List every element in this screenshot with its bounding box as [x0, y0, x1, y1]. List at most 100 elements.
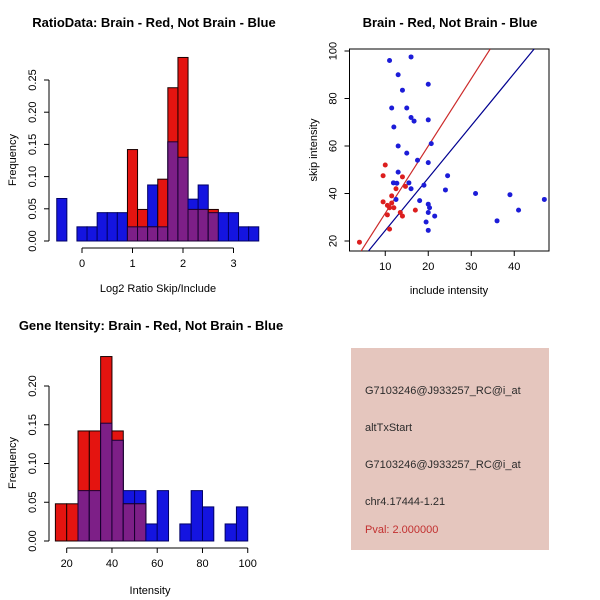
y-tick-label: 20 — [328, 235, 340, 247]
not-brain-fit-line — [368, 48, 535, 252]
scatter-point-blue — [425, 117, 431, 123]
intensity-scatter-panel: Brain - Red, Not Brain - Blue include int… — [308, 15, 550, 297]
scatter-point-blue — [415, 157, 420, 163]
ratio-histogram-panel: RatioData: Brain - Red, Not Brain - Blue… — [7, 15, 276, 295]
scatter-point-blue — [411, 118, 417, 124]
scatter-point-blue — [394, 180, 400, 186]
probe-id-line-2: G7103246@J933257_RC@i_at — [365, 459, 521, 471]
pval-line: Pval: 2.000000 — [365, 524, 439, 536]
hist-bar-blue — [248, 226, 260, 242]
hist-bar-overlap — [88, 490, 102, 542]
hist-bar-overlap — [77, 490, 90, 542]
y-tick-label: 100 — [328, 42, 340, 60]
scatter-point-blue — [432, 213, 438, 219]
x-tick-label: 20 — [61, 558, 73, 570]
x-tick-label: 20 — [422, 261, 434, 273]
y-tick-label: 0.10 — [27, 453, 39, 474]
scatter-point-red — [380, 199, 386, 205]
scatter-point-red — [387, 226, 393, 232]
x-tick-label: 40 — [508, 261, 520, 273]
hist-bar-blue — [76, 226, 88, 242]
y-tick-label: 0.20 — [27, 375, 39, 396]
hist-bar-blue — [217, 212, 229, 242]
x-axis-label: Log2 Ratio Skip/Include — [100, 283, 216, 295]
hist-bar-blue — [238, 226, 250, 242]
scatter-point-red — [389, 200, 395, 206]
scatter-point-blue — [494, 218, 500, 224]
hist-bar-overlap — [157, 226, 169, 242]
hist-bar-blue — [156, 490, 170, 542]
hist-bar-red — [66, 503, 79, 542]
scatter-point-blue — [404, 150, 410, 156]
brain-fit-line — [360, 48, 491, 252]
hist-bar-blue — [96, 212, 108, 242]
probe-id-line: G7103246@J933257_RC@i_at — [365, 385, 521, 397]
hist-bar-overlap — [207, 212, 219, 242]
scatter-point-blue — [442, 187, 448, 193]
x-axis-label: include intensity — [410, 285, 489, 297]
hist-bar-blue — [224, 523, 237, 542]
y-tick-label: 0.15 — [27, 134, 39, 155]
hist-bar-blue — [145, 523, 158, 542]
y-axis-label: skip intensity — [308, 118, 320, 181]
y-tick-label: 0.00 — [27, 230, 39, 251]
x-tick-label: 1 — [129, 258, 135, 270]
scatter-point-blue — [395, 143, 401, 149]
chart-title: RatioData: Brain - Red, Not Brain - Blue — [32, 15, 275, 30]
chart-title: Gene Itensity: Brain - Red, Not Brain - … — [19, 318, 283, 333]
scatter-point-blue — [389, 105, 395, 111]
scatter-point-blue — [425, 227, 431, 233]
hist-bar-overlap — [177, 156, 189, 242]
hist-bar-blue — [116, 212, 128, 242]
scatter-point-blue — [408, 186, 414, 192]
scatter-point-blue — [406, 180, 412, 186]
hist-bar-blue — [227, 212, 240, 242]
y-tick-label: 0.10 — [27, 166, 39, 187]
scatter-point-blue — [425, 160, 431, 166]
scatter-point-red — [389, 193, 395, 199]
hist-bar-red — [54, 503, 68, 542]
y-axis-label: Frequency — [7, 437, 19, 489]
scatter-point-blue — [391, 124, 397, 130]
scatter-point-blue — [417, 198, 423, 204]
scatter-point-blue — [399, 87, 405, 93]
hist-bar-overlap — [167, 141, 179, 242]
scatter-point-red — [399, 174, 405, 180]
y-tick-label: 0.05 — [27, 198, 39, 219]
scatter-point-blue — [428, 141, 434, 147]
info-panel: G7103246@J933257_RC@i_at altTxStart G710… — [351, 348, 549, 550]
y-axis-label: Frequency — [7, 134, 19, 186]
scatter-point-blue — [427, 205, 433, 211]
y-tick-label: 0.00 — [27, 530, 39, 551]
location-line: chr4.17444-1.21 — [365, 496, 446, 508]
hist-bar-overlap — [134, 503, 147, 542]
hist-bar-overlap — [100, 422, 113, 542]
hist-bar-overlap — [111, 439, 124, 542]
hist-bar-blue — [86, 226, 98, 242]
scatter-point-red — [393, 186, 399, 192]
x-tick-label: 100 — [239, 558, 257, 570]
scatter-point-red — [399, 213, 405, 219]
scatter-point-blue — [421, 182, 427, 188]
hist-bar-overlap — [122, 503, 136, 542]
y-tick-label: 60 — [328, 140, 340, 152]
scatter-point-blue — [393, 196, 399, 202]
hist-bar-blue — [235, 506, 249, 542]
x-tick-label: 10 — [379, 261, 391, 273]
hist-bar-blue — [56, 197, 68, 242]
scatter-point-blue — [425, 210, 431, 215]
hist-bar-overlap — [147, 226, 159, 242]
scatter-point-red — [387, 205, 393, 211]
scatter-point-red — [380, 173, 386, 179]
scatter-point-blue — [516, 207, 522, 213]
scatter-point-red — [382, 162, 388, 168]
scatter-point-red — [356, 239, 362, 245]
scatter-point-red — [384, 212, 390, 218]
x-tick-label: 80 — [196, 558, 208, 570]
hist-bar-overlap — [126, 226, 139, 242]
hist-bar-blue — [201, 506, 215, 542]
scatter-point-blue — [408, 54, 414, 60]
hist-bar-overlap — [187, 208, 199, 242]
y-tick-label: 40 — [328, 187, 340, 199]
